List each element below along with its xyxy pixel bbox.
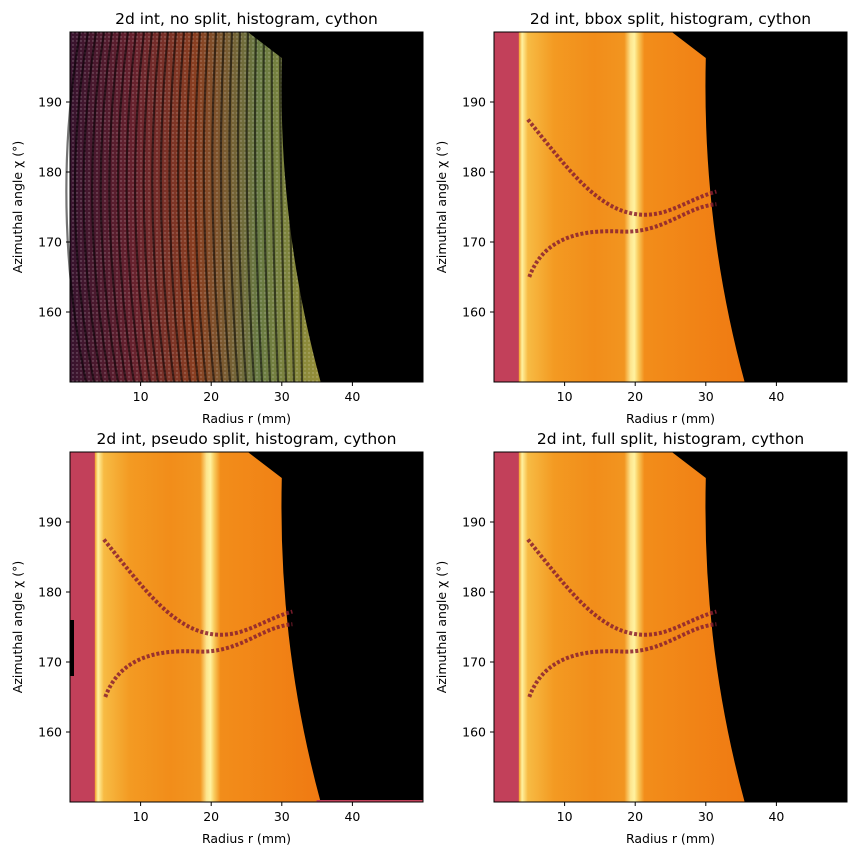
x-tick-label: 20	[203, 809, 219, 824]
x-axis-label: Radius r (mm)	[626, 411, 715, 426]
x-tick-label: 10	[133, 389, 149, 404]
heatmap-stripe	[286, 31, 296, 383]
x-tick-label: 20	[627, 809, 643, 824]
y-tick-label: 160	[462, 305, 486, 320]
x-tick-label: 30	[698, 809, 714, 824]
heatmap-stripe	[99, 31, 120, 383]
heatmap-stripe	[151, 31, 168, 383]
heatmap-trace-lower	[527, 622, 717, 698]
heatmap-image	[494, 32, 745, 382]
y-tick-label: 170	[38, 235, 62, 250]
heatmap-stripe	[185, 31, 200, 383]
heatmap-stripe	[91, 31, 112, 383]
heatmap-stripe	[253, 31, 264, 383]
heatmap-stripe	[108, 31, 128, 383]
y-tick-label: 170	[462, 655, 486, 670]
heatmap-stripe	[194, 31, 208, 383]
heatmap-trace-lower	[527, 202, 717, 278]
x-tick-label: 10	[557, 389, 573, 404]
heatmap-trace-upper	[526, 538, 717, 637]
y-axis-label: Azimuthal angle χ (°)	[434, 141, 449, 273]
heatmap-stripe	[125, 31, 144, 383]
panel-4: 10 20 30 40 160 170 180 190 2d int, full split, …	[434, 430, 848, 846]
x-tick-label: 20	[627, 389, 643, 404]
x-axis-label: Radius r (mm)	[202, 411, 291, 426]
heatmap-stripe	[176, 31, 192, 383]
heatmap-stripe	[262, 31, 272, 383]
panel-title: 2d int, no split, histogram, cython	[115, 10, 378, 28]
heatmap-trace-upper	[526, 118, 717, 217]
panel-title: 2d int, full split, histogram, cython	[537, 430, 804, 448]
heatmap-stripe	[211, 31, 224, 383]
heatmap-stripe	[73, 31, 96, 383]
y-axis-label: Azimuthal angle χ (°)	[10, 561, 25, 693]
y-tick-label: 190	[38, 515, 62, 530]
heatmap-stripe	[278, 31, 288, 383]
y-tick-label: 170	[38, 655, 62, 670]
heatmap-stripe	[65, 31, 88, 383]
axes-frame	[493, 451, 848, 803]
x-tick-label: 30	[698, 389, 714, 404]
heatmap-stripe	[116, 31, 136, 383]
axes-frame	[69, 451, 424, 803]
y-tick-label: 180	[38, 585, 62, 600]
x-tick-label: 10	[557, 809, 573, 824]
panel-2: 10 20 30 40 160 170 180 190 2d int, bbox split, …	[434, 10, 848, 426]
y-tick-label: 170	[462, 235, 486, 250]
y-tick-label: 160	[38, 725, 62, 740]
panel-3: 10 20 30 40 160 170 180 190 2d int, pseudo split…	[10, 430, 424, 846]
heatmap-stripe	[134, 31, 152, 383]
heatmap-stripe	[270, 31, 280, 383]
y-tick-label: 190	[462, 515, 486, 530]
heatmap-image	[70, 452, 321, 802]
x-tick-label: 40	[344, 389, 360, 404]
y-tick-label: 180	[462, 165, 486, 180]
x-tick-label: 40	[768, 809, 784, 824]
x-tick-label: 40	[768, 389, 784, 404]
x-tick-label: 30	[274, 809, 290, 824]
heatmap-stripe	[294, 31, 304, 383]
axes-frame	[493, 31, 848, 383]
x-axis-label: Radius r (mm)	[626, 831, 715, 846]
heatmap-gap	[70, 620, 74, 676]
heatmap-stripe	[202, 31, 216, 383]
x-axis-label: Radius r (mm)	[202, 831, 291, 846]
panel-title: 2d int, bbox split, histogram, cython	[530, 10, 811, 28]
y-tick-label: 160	[462, 725, 486, 740]
heatmap-stripe	[159, 31, 176, 383]
heatmap-stripe	[142, 31, 160, 383]
heatmap-stripe	[228, 31, 240, 383]
x-tick-label: 20	[203, 389, 219, 404]
heatmap-stripe	[219, 31, 232, 383]
heatmap-stripe	[168, 31, 184, 383]
y-tick-label: 190	[38, 95, 62, 110]
y-axis-label: Azimuthal angle χ (°)	[434, 561, 449, 693]
panel-title: 2d int, pseudo split, histogram, cython	[96, 430, 396, 448]
x-tick-label: 30	[274, 389, 290, 404]
heatmap-stripe	[82, 31, 104, 383]
y-tick-label: 180	[462, 585, 486, 600]
y-axis-label: Azimuthal angle χ (°)	[10, 141, 25, 273]
y-tick-label: 190	[462, 95, 486, 110]
panel-1: 10 20 30 40 160 170 180 190 2d int, no split, hi…	[10, 10, 424, 426]
x-tick-label: 10	[133, 809, 149, 824]
heatmap-trace-lower	[103, 622, 293, 698]
heatmap-image	[494, 452, 745, 802]
heatmap-bottom-edge	[316, 800, 423, 802]
axes-frame	[69, 31, 424, 383]
x-tick-label: 40	[344, 809, 360, 824]
heatmap-trace-upper	[102, 538, 293, 637]
heatmap-stripe	[236, 31, 248, 383]
heatmap-stripe	[245, 31, 256, 383]
y-tick-label: 160	[38, 305, 62, 320]
y-tick-label: 180	[38, 165, 62, 180]
